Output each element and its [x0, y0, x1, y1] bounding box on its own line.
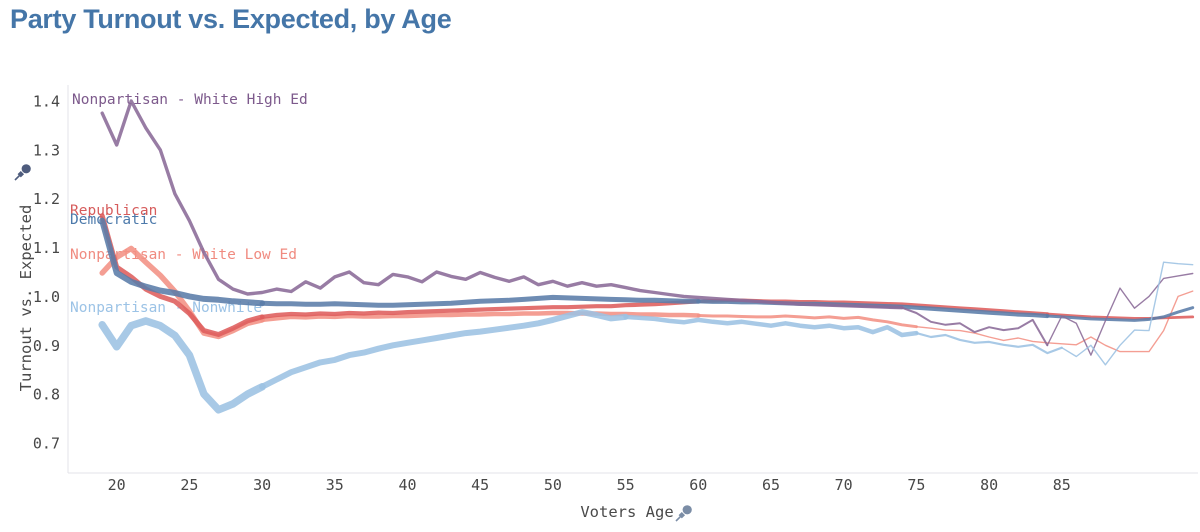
- series-segment: [259, 309, 629, 390]
- x-tick-label: 65: [762, 476, 780, 494]
- axes: [67, 85, 1198, 474]
- series-segment: [100, 99, 904, 310]
- y-axis-title: Turnout vs. Expected: [17, 205, 35, 392]
- x-tick-label: 35: [326, 476, 344, 494]
- series-line-nonpartisan-white-high-ed: [100, 99, 1194, 356]
- x-tick-label: 50: [544, 476, 562, 494]
- y-tick-label: 1.0: [33, 288, 60, 306]
- plot-area[interactable]: [68, 85, 1198, 473]
- series-segment: [260, 299, 701, 319]
- series-line-nonpartisan-nonwhite: [98, 261, 1194, 414]
- x-tick-label: 75: [907, 476, 925, 494]
- x-tick-label: 80: [980, 476, 998, 494]
- series-segment: [915, 332, 1063, 355]
- y-tick-label: 1.4: [33, 93, 60, 111]
- series-segment: [1061, 261, 1194, 366]
- x-tick-label: 85: [1053, 476, 1071, 494]
- x-tick-label: 45: [471, 476, 489, 494]
- series-lines: [98, 99, 1195, 414]
- series-segment: [98, 317, 266, 414]
- y-tick-label: 0.9: [33, 337, 60, 355]
- y-tick-label: 1.3: [33, 141, 60, 159]
- y-tick-label: 1.2: [33, 190, 60, 208]
- series-segment: [623, 314, 919, 338]
- x-tick-label: 20: [108, 476, 126, 494]
- y-tick-label: 0.7: [33, 434, 60, 452]
- series-segment: [915, 290, 1194, 353]
- x-tick-label: 30: [253, 476, 271, 494]
- x-axis-title: Voters Age: [580, 503, 673, 521]
- series-label-nonpartisan-nonwhite: Nonpartisan - Nonwhite: [70, 300, 262, 316]
- series-segment: [1046, 272, 1194, 356]
- series-segment: [1045, 306, 1195, 322]
- y-tick-label: 0.8: [33, 386, 60, 404]
- chart-title: Party Turnout vs. Expected, by Age: [10, 4, 452, 34]
- series-label-democratic: Democratic: [70, 212, 157, 228]
- x-tick-label: 55: [617, 476, 635, 494]
- x-tick-label: 25: [180, 476, 198, 494]
- x-tick-label: 60: [689, 476, 707, 494]
- tick-labels: 0.7 0.8 0.9 1.0 1.1 1.2 1.3 1.4 20 25 30 35 40 45 50 55…: [33, 93, 1071, 495]
- x-tick-label: 70: [835, 476, 853, 494]
- series-segment: [900, 306, 1049, 347]
- series-segment: [99, 217, 266, 307]
- series-segment: [259, 294, 701, 308]
- series-segment: [1045, 312, 1195, 320]
- y-tick-label: 1.1: [33, 239, 60, 257]
- y-axis-pin-icon[interactable]: [14, 164, 31, 181]
- x-tick-label: 40: [398, 476, 416, 494]
- series-label-republican: Republican: [70, 203, 157, 219]
- series-segment: [696, 314, 918, 329]
- series-segment: [99, 213, 265, 337]
- x-axis-pin-icon[interactable]: [675, 505, 692, 522]
